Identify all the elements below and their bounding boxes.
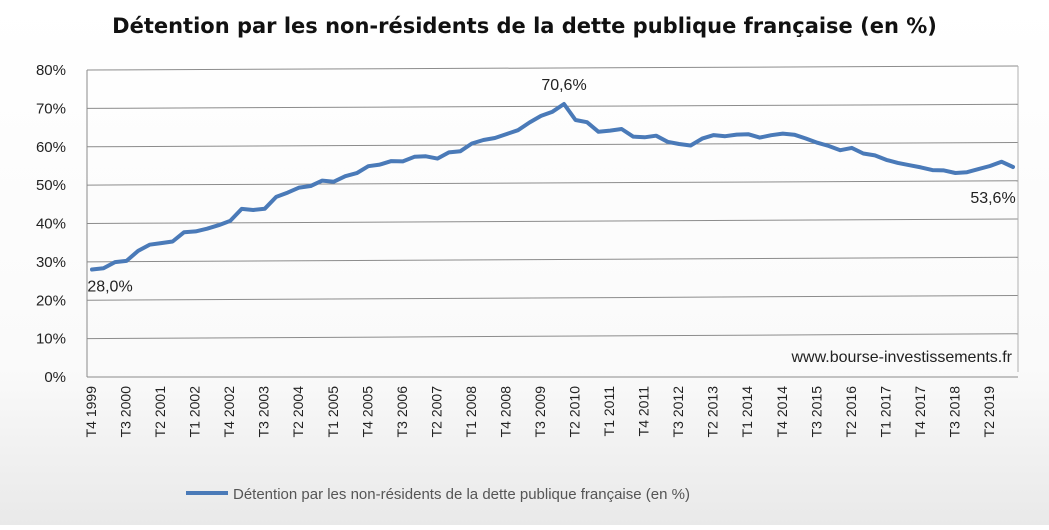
gridline: [86, 65, 1019, 71]
x-tick-label: T3 2006: [394, 386, 410, 438]
x-tick-label: T1 2014: [739, 386, 755, 438]
x-tick-label: T3 2000: [118, 386, 134, 438]
y-tick-label: 60%: [36, 139, 66, 156]
gridline: [86, 295, 1019, 301]
y-tick-label: 30%: [36, 254, 66, 271]
x-tick-label: T2 2001: [152, 386, 168, 438]
gridline: [86, 333, 1019, 340]
gridlines: [86, 65, 1019, 340]
data-labels: 28,0% 70,6% 53,6%: [87, 77, 1015, 296]
x-tick-label: T3 2018: [946, 386, 962, 438]
y-tick-label: 10%: [36, 331, 66, 348]
x-tick-label: T3 2009: [532, 386, 548, 438]
y-tick-label: 40%: [36, 216, 66, 233]
y-tick-label: 20%: [36, 292, 66, 309]
gridline: [86, 256, 1019, 263]
x-tick-label: T1 2002: [187, 386, 203, 438]
x-tick-label: T3 2015: [808, 386, 824, 438]
y-tick-label: 50%: [36, 177, 66, 194]
data-label: 70,6%: [541, 77, 586, 94]
x-tick-label: T3 2003: [256, 386, 272, 438]
x-tick-label: T4 1999: [83, 386, 99, 438]
y-tick-label: 80%: [36, 62, 66, 79]
gridline: [86, 103, 1019, 109]
x-tick-label: T4 2008: [497, 386, 513, 438]
watermark-text: www.bourse-investissements.fr: [790, 349, 1012, 366]
chart-title: Détention par les non-résidents de la de…: [112, 14, 937, 38]
x-tick-label: T1 2008: [463, 386, 479, 438]
x-tick-label: T1 2017: [877, 386, 893, 438]
x-tick-label: T4 2017: [912, 386, 928, 438]
x-tick-label: T2 2013: [705, 386, 721, 438]
series-layer: [90, 102, 1015, 272]
x-tick-label: T3 2012: [670, 386, 686, 438]
x-tick-label: T1 2005: [325, 386, 341, 438]
x-tick-label: T1 2011: [601, 386, 617, 437]
x-tick-label: T2 2019: [981, 386, 997, 438]
x-tick-label: T4 2005: [359, 386, 375, 438]
x-tick-label: T4 2014: [774, 386, 790, 438]
y-tick-label: 0%: [44, 369, 66, 386]
x-axis-ticks: T4 1999 T3 2000 T2 2001 T1 2002 T4 2002 T3 20…: [83, 386, 997, 438]
series-line: [90, 102, 1015, 272]
x-tick-label: T2 2004: [290, 386, 306, 438]
x-tick-label: T2 2007: [428, 386, 444, 438]
x-tick-label: T4 2011: [636, 386, 652, 437]
x-tick-label: T4 2002: [221, 386, 237, 438]
legend: Détention par les non-résidents de la de…: [186, 486, 690, 503]
gridline: [86, 218, 1019, 224]
data-label: 53,6%: [970, 190, 1015, 207]
x-tick-label: T2 2010: [567, 386, 583, 438]
gridline: [86, 180, 1019, 186]
x-tick-label: T2 2016: [843, 386, 859, 438]
data-label: 28,0%: [87, 279, 132, 296]
legend-label: Détention par les non-résidents de la de…: [233, 486, 690, 503]
y-axis-ticks: 0% 10% 20% 30% 40% 50% 60% 70% 80%: [36, 62, 66, 386]
gridline: [86, 142, 1019, 148]
y-tick-label: 70%: [36, 100, 66, 117]
